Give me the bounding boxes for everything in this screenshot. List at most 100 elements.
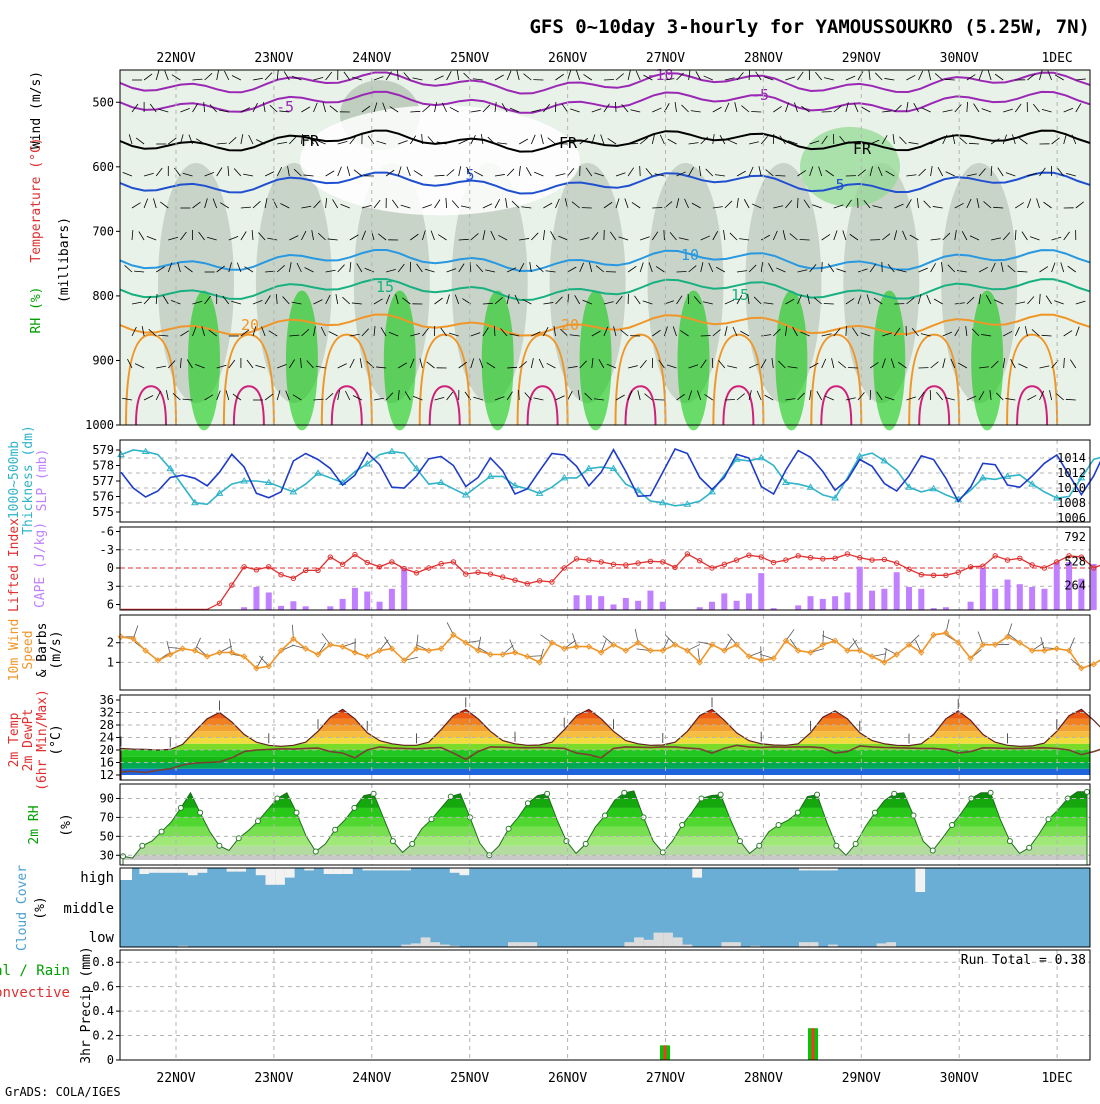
lifted-index-tick-label: 6 (107, 598, 114, 612)
wind-barb (800, 239, 810, 240)
cloud-high-gap (227, 868, 237, 872)
pressure-tick-label: 500 (92, 95, 114, 109)
cape-bar (758, 573, 764, 610)
contour-label: -10 (646, 66, 673, 84)
rh-point (410, 841, 415, 846)
cloud-high-gap (275, 868, 285, 885)
wind-barb (848, 367, 858, 368)
temp-axis-label: 2m Temp (7, 712, 22, 767)
cape-bar (1041, 589, 1047, 610)
wind-speed-line (121, 633, 1100, 668)
rh-tick-label: 90 (100, 791, 114, 805)
wind-barb (749, 70, 750, 80)
cape-tick-label: 528 (1064, 554, 1086, 568)
rh-bands (120, 789, 1090, 860)
cape-bar (808, 596, 814, 610)
wind-barb (615, 102, 616, 112)
rh-band (120, 817, 1090, 826)
cape-bar (857, 567, 863, 610)
lifted-index-tick-label: -6 (100, 525, 114, 539)
date-label-top: 22NOV (156, 51, 195, 66)
rh-point (815, 792, 820, 797)
cloud-high-gap (343, 868, 353, 874)
thickness-axis-label: 1000~500mb (7, 441, 22, 519)
precip-convective-bar (812, 1028, 815, 1060)
rh-point (737, 839, 742, 844)
cape-bar (635, 601, 641, 610)
cape-bar (660, 602, 666, 610)
rh-band (120, 846, 1090, 855)
date-label-top: 25NOV (450, 51, 489, 66)
rh-point (776, 822, 781, 827)
rh-point (390, 839, 395, 844)
rh-point (564, 839, 569, 844)
precip-tick-label: 0.8 (92, 955, 114, 969)
rh-point (178, 805, 183, 810)
cape-bar (1005, 580, 1011, 610)
precip-axis-label: 3hr Precip (mm) (79, 946, 94, 1063)
date-label-bottom: 22NOV (156, 1071, 195, 1086)
cloud-level-label: low (89, 930, 115, 946)
cape-bar (746, 593, 752, 610)
wind-barb (846, 326, 847, 336)
temp-band (120, 738, 1090, 744)
rh-point (622, 790, 627, 795)
cloud-high-gap (450, 868, 460, 873)
rh-point (853, 841, 858, 846)
cape-bar (709, 602, 715, 610)
precip-type-label: Total / Rain (0, 963, 70, 979)
cloud-high-gap (266, 868, 276, 885)
cape-bar (721, 593, 727, 610)
rh-point (950, 822, 955, 827)
cape-bar (401, 568, 407, 610)
temp-axis-label: 2m DewPt (21, 709, 36, 772)
rh-point (217, 843, 222, 848)
cloud-high-gap (692, 868, 702, 878)
rh-point (1085, 789, 1090, 794)
temp-band (120, 700, 1090, 706)
rh-point (872, 810, 877, 815)
rh-point (1027, 845, 1032, 850)
contour-label: 20 (241, 316, 259, 334)
cape-bar (906, 587, 912, 610)
cape-bar (647, 591, 653, 610)
cape-bar (290, 601, 296, 610)
contour-label: 15 (376, 278, 394, 296)
cloud-high-gap (149, 868, 159, 873)
cape-bar (340, 599, 346, 610)
cloud-low-gap (809, 942, 819, 947)
wind-barb (664, 230, 665, 240)
cloud-low-gap (644, 940, 654, 947)
run-total-label: Run Total = 0.38 (961, 953, 1086, 968)
precip-tick-label: 0.2 (92, 1029, 114, 1043)
wind-barb (822, 262, 823, 272)
contour-label: 10 (681, 246, 699, 264)
rh-point (506, 826, 511, 831)
rh-point (680, 822, 685, 827)
rh-point (834, 843, 839, 848)
wind-barb (628, 143, 638, 144)
cloud-low-gap (527, 942, 537, 947)
rh-point (795, 810, 800, 815)
thickness-tick-label: 579 (92, 443, 114, 457)
wind-barb (604, 79, 614, 80)
rh-contour-green (971, 290, 1003, 430)
contour-label: FR (853, 140, 872, 158)
temp-band (120, 731, 1090, 737)
cloud-high-gap (198, 868, 208, 873)
cloud-low-gap (518, 942, 528, 947)
temp-band (120, 756, 1090, 762)
slp-tick-label: 1012 (1057, 466, 1086, 480)
wind-barb (773, 134, 774, 144)
rh-point (988, 790, 993, 795)
contour-label: 5 (835, 176, 844, 194)
wind-barb (712, 358, 713, 368)
pressure-axis-label: (millibars) (57, 217, 72, 303)
temp-band (120, 706, 1090, 712)
rh-point (159, 829, 164, 834)
cloud-high-gap (460, 868, 470, 875)
rh-point (255, 819, 260, 824)
temp-band (120, 713, 1090, 719)
wind-barb (652, 207, 662, 208)
